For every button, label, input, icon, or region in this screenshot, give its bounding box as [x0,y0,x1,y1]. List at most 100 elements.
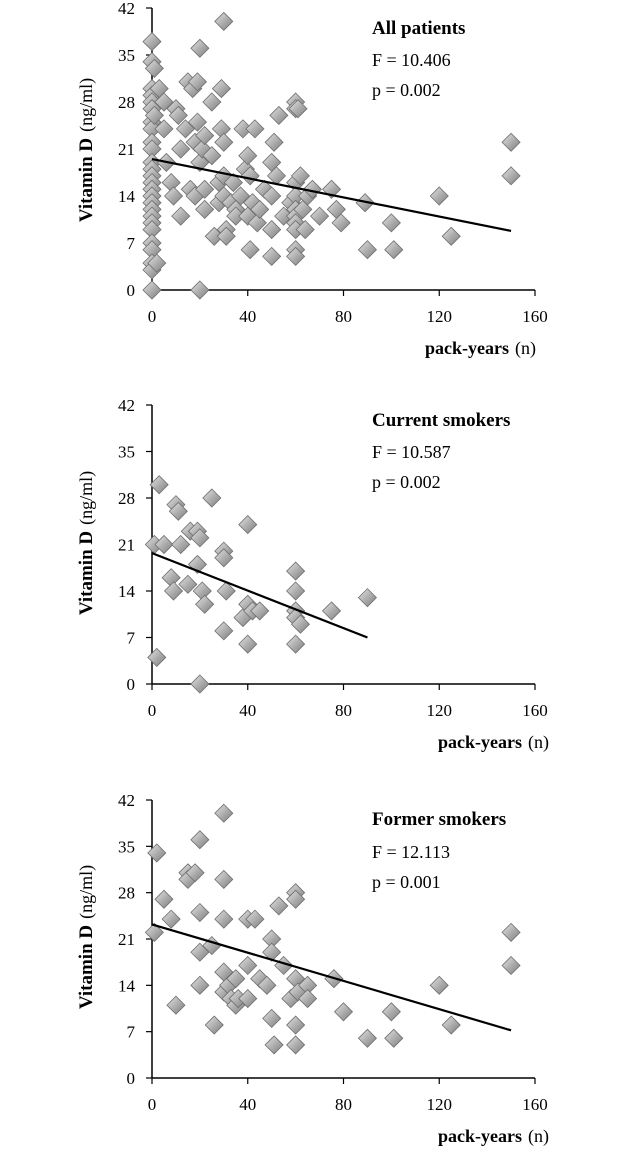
data-point [195,179,215,199]
y-tick-label: 14 [118,582,136,601]
data-point [214,11,234,31]
x-axis-label-unit: (n) [515,338,536,359]
data-point [190,902,210,923]
data-point [163,581,184,601]
data-point [214,132,234,152]
y-tick-label: 28 [118,489,135,508]
x-axis-label-main: pack-years [438,1126,522,1146]
data-point [214,803,234,823]
data-point [202,92,222,112]
data-point [501,955,521,976]
data-point [231,186,251,206]
data-point [238,955,258,976]
x-tick-label: 80 [335,1095,352,1114]
data-point [166,995,186,1015]
data-point [501,922,521,942]
x-tick-label: 160 [522,1095,548,1114]
x-axis-label: pack-years (n) [438,1126,549,1147]
data-point [250,601,270,621]
data-point [190,674,210,694]
y-axis-label-unit: (ng/ml) [76,78,97,132]
data-point [357,240,378,260]
y-tick-label: 0 [127,675,136,694]
y-tick-label: 21 [118,536,135,555]
data-point [144,105,164,125]
y-axis-label-main: Vitamin D [76,925,97,1009]
x-tick-label: 40 [239,701,256,720]
x-tick-label: 120 [427,701,453,720]
data-point [214,548,234,568]
data-point [187,72,208,92]
data-point [214,621,234,641]
chart-panel-former-smokers: Vitamin D (ng/ml) Former smokers F = 12.1… [76,791,549,1147]
data-point [286,889,306,909]
data-point [147,253,167,273]
f-statistic: F = 10.587 [372,442,451,462]
data-point [195,594,215,614]
data-point [168,501,188,521]
y-axis-label-main: Vitamin D [76,531,97,615]
data-point [309,206,330,226]
data-point [214,869,234,889]
data-point [290,166,310,186]
data-point [178,574,198,594]
data-point [357,588,378,608]
x-tick-label: 160 [522,701,548,720]
x-tick-label: 160 [522,307,548,326]
x-axis-label: pack-years (n) [438,732,549,753]
x-tick-label: 120 [427,307,453,326]
data-point [286,1035,306,1055]
data-point [429,975,449,995]
y-tick-label: 35 [118,837,135,856]
data-point [171,206,191,226]
data-point [245,909,265,929]
y-tick-label: 42 [118,396,135,415]
data-point [195,126,215,146]
x-tick-label: 0 [148,1095,157,1114]
data-point [171,534,191,555]
y-tick-label: 21 [118,930,135,949]
data-point [264,1035,284,1055]
data-point [171,139,191,159]
data-point [202,146,222,166]
data-point [333,1002,354,1022]
data-point [190,528,210,548]
data-point [262,220,282,240]
panel-title: All patients [372,18,465,39]
data-point [286,581,306,601]
data-point [190,38,210,58]
data-point [190,975,210,995]
data-point [214,909,234,929]
data-point [264,132,284,152]
data-point [286,1015,306,1035]
data-point [211,79,231,99]
y-axis-label: Vitamin D (ng/ml) [76,78,97,222]
chart-panel-all-patients: Vitamin D (ng/ml) All patients F = 10.406… [76,0,548,359]
x-tick-label: 0 [148,701,157,720]
p-value: p = 0.002 [372,472,441,492]
data-point [441,226,461,246]
x-axis-label-unit: (n) [528,732,549,753]
data-point [238,989,258,1009]
data-point [298,989,318,1009]
data-point [168,105,188,125]
data-point [257,975,277,995]
data-point [286,246,306,266]
data-point [204,1015,224,1035]
data-point [262,1008,282,1028]
y-tick-label: 42 [118,0,135,18]
y-tick-label: 14 [118,976,136,995]
x-tick-label: 80 [335,701,352,720]
x-axis-label-main: pack-years [438,732,522,752]
y-tick-label: 7 [127,629,136,648]
data-point [187,112,208,132]
data-point [161,909,181,929]
y-axis-label-unit: (ng/ml) [76,471,97,525]
x-tick-label: 40 [239,1095,256,1114]
data-point [381,1002,401,1022]
chart-panel-current-smokers: Vitamin D (ng/ml) Current smokers F = 10.… [76,396,549,753]
y-axis-label: Vitamin D (ng/ml) [76,471,97,615]
data-point [154,889,174,909]
data-point [321,601,342,621]
